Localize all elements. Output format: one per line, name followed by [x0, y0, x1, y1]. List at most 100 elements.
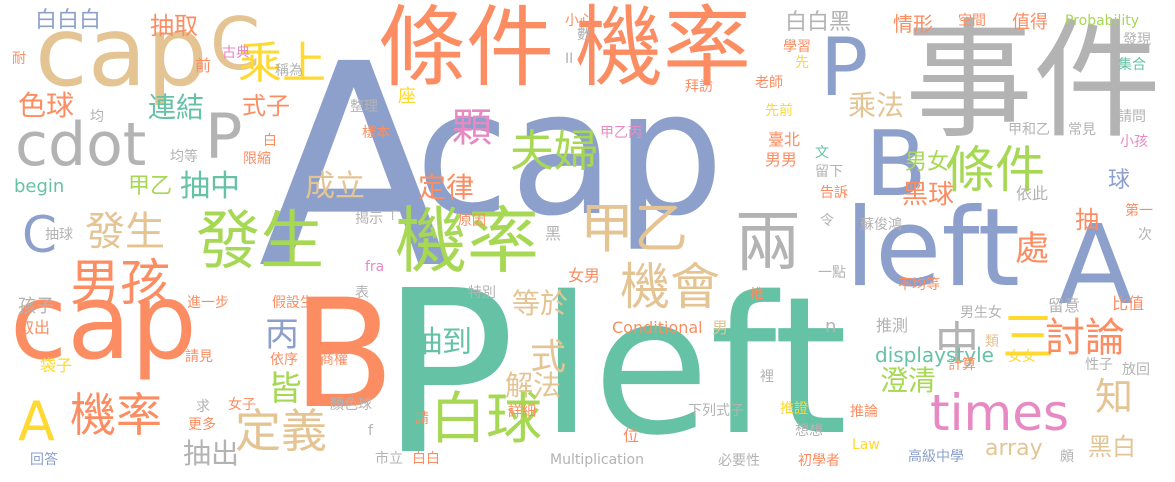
- word: 連結: [148, 94, 204, 122]
- word: 均: [90, 110, 104, 124]
- word: 位: [623, 428, 639, 444]
- word: 顆: [452, 108, 492, 148]
- word: 令: [820, 214, 834, 228]
- word: 更多: [188, 418, 216, 432]
- word: 初學者: [798, 454, 840, 468]
- word: 依此: [1016, 186, 1048, 202]
- word: 男女: [905, 152, 949, 174]
- word: 孩子: [18, 298, 54, 316]
- word: 成立: [305, 172, 365, 202]
- word: 發現: [1123, 33, 1151, 47]
- word: P: [205, 106, 242, 168]
- word: 空間: [958, 14, 986, 28]
- word: 老師: [755, 76, 783, 90]
- word: 回答: [30, 453, 58, 467]
- word: 甲和乙: [1008, 123, 1050, 137]
- word: 計算: [948, 358, 976, 372]
- word: 白白: [412, 452, 440, 466]
- word: 情形: [893, 14, 933, 34]
- word: 原因: [458, 214, 486, 228]
- word: 假設生: [272, 296, 314, 310]
- word: 顏色球: [330, 398, 372, 412]
- word: 皆: [268, 372, 302, 406]
- word: Multiplication: [550, 453, 644, 467]
- word: 男: [712, 320, 728, 336]
- word: 樣本: [362, 126, 390, 140]
- word: 抽取: [150, 14, 198, 38]
- word: 色球: [18, 92, 74, 120]
- word: 條件: [378, 4, 554, 92]
- word: 次: [1138, 228, 1152, 242]
- word: 值得: [1012, 14, 1048, 32]
- word: 抽出: [183, 440, 239, 468]
- word: 男生女: [960, 306, 1002, 320]
- word: 告訴: [820, 186, 848, 200]
- word: 裡: [760, 370, 774, 384]
- word: 推論: [850, 405, 878, 419]
- word: 取出: [18, 320, 50, 336]
- word: 小孩: [1120, 135, 1148, 149]
- word: 比值: [1112, 296, 1144, 312]
- word: Probability: [1065, 14, 1139, 28]
- word: 先: [795, 56, 809, 70]
- word: 耐: [12, 52, 26, 66]
- word: 抽球: [45, 228, 73, 242]
- word: displaystyle: [875, 345, 994, 365]
- word: 先前: [765, 104, 793, 118]
- word: 頗: [1060, 450, 1074, 464]
- word: 集合: [1118, 58, 1146, 72]
- word: 文: [815, 146, 829, 160]
- word: 解法: [505, 372, 561, 400]
- word: Law: [852, 438, 880, 452]
- word: 留意: [1048, 298, 1080, 314]
- word: 球: [1108, 170, 1130, 192]
- word: 必要性: [718, 454, 760, 468]
- word: 限縮: [243, 152, 271, 166]
- word: 高級中學: [908, 450, 964, 464]
- word: 定律: [418, 174, 474, 202]
- word: 稱為: [275, 64, 303, 78]
- word: 請問: [1118, 110, 1146, 124]
- word: 推測: [876, 318, 908, 334]
- word: 機率: [575, 4, 751, 92]
- word: 甲乙: [128, 176, 172, 198]
- word: 下列式子: [688, 404, 744, 418]
- word: 推證: [780, 402, 808, 416]
- word: 數: [577, 28, 591, 42]
- word: 一點: [818, 266, 846, 280]
- word: n: [825, 318, 836, 336]
- word: 甲乙丙: [600, 126, 642, 140]
- word: 想想: [795, 424, 823, 438]
- word: 古典: [222, 46, 250, 60]
- word: 特別: [468, 286, 496, 300]
- word: 依序: [270, 353, 298, 367]
- word: Conditional: [612, 320, 703, 336]
- word: 白: [263, 134, 277, 148]
- word: begin: [14, 178, 64, 196]
- word: 推: [750, 288, 764, 302]
- word: 定義: [235, 408, 327, 454]
- word: 不均等: [898, 278, 940, 292]
- word: 小心: [565, 14, 593, 28]
- word: 男男: [765, 152, 797, 168]
- word: 甲乙: [580, 202, 688, 256]
- word: 商權: [320, 353, 348, 367]
- word: 女女: [1008, 350, 1036, 364]
- word: f: [368, 424, 373, 438]
- word: 常見: [1068, 123, 1096, 137]
- word: 類: [985, 335, 999, 349]
- word: 蘇俊鴻: [860, 218, 902, 232]
- word: 性子: [1085, 358, 1113, 372]
- word: 澄清: [880, 367, 936, 395]
- word: II: [565, 52, 573, 66]
- word: fra: [365, 260, 384, 274]
- word: 請: [415, 412, 429, 426]
- word: 臺北: [768, 132, 800, 148]
- word: 揭示「: [355, 212, 397, 226]
- word: 女子: [228, 398, 256, 412]
- word: 討論: [1045, 318, 1125, 358]
- word: 放回: [1122, 363, 1150, 377]
- word: 夫婦: [510, 130, 598, 174]
- word: 表: [355, 286, 369, 300]
